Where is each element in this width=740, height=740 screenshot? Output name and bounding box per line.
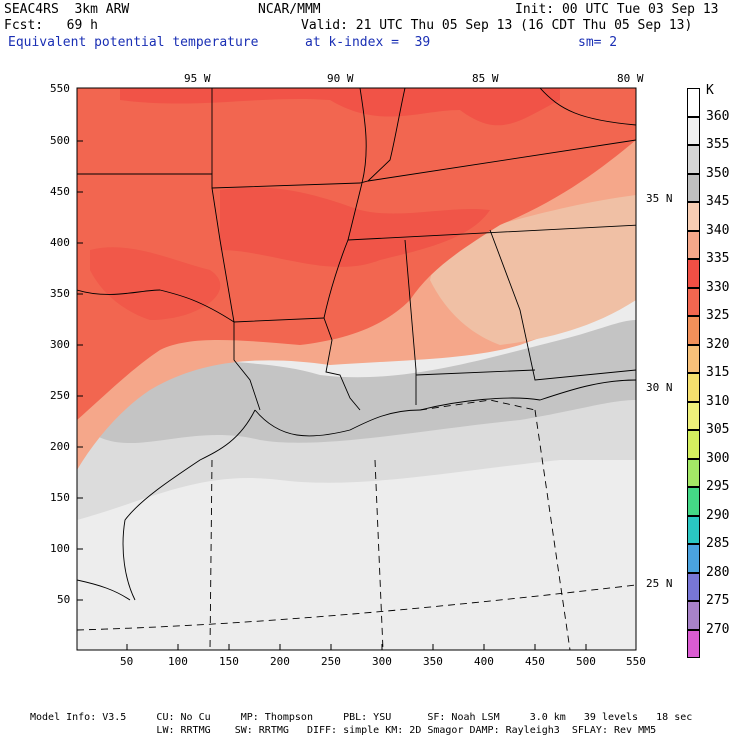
- y-tick: 550: [50, 82, 70, 95]
- y-tick: 400: [50, 236, 70, 249]
- y-tick: 300: [50, 338, 70, 351]
- legend-label: 335: [706, 251, 730, 266]
- y-tick: 100: [50, 542, 70, 555]
- field-name: Equivalent potential temperature: [8, 35, 259, 50]
- legend-label: 350: [706, 165, 730, 181]
- smoothing: sm= 2: [578, 35, 618, 50]
- x-tick: 450: [525, 655, 545, 668]
- legend-swatch: [687, 487, 700, 516]
- forecast-hour: Fcst: 69 h: [4, 18, 98, 33]
- legend-swatch: [687, 116, 700, 145]
- y-tick: 150: [50, 491, 70, 504]
- legend-label: 345: [706, 194, 730, 209]
- legend-label: 325: [706, 308, 730, 323]
- legend-label: 340: [706, 222, 730, 238]
- legend-swatch: [687, 202, 700, 231]
- y-tick: 200: [50, 440, 70, 453]
- legend-label: 310: [706, 393, 730, 409]
- legend-swatch: [687, 230, 700, 259]
- legend-swatch: [687, 344, 700, 373]
- legend-swatch: [687, 458, 700, 487]
- legend-swatch: [687, 373, 700, 402]
- lat-label-35n: 35 N: [646, 192, 673, 205]
- x-tick: 400: [474, 655, 494, 668]
- y-tick: 350: [50, 287, 70, 300]
- legend-swatch: [687, 572, 700, 601]
- legend-label: 320: [706, 336, 730, 352]
- y-tick: 250: [50, 389, 70, 402]
- legend-label: 355: [706, 137, 730, 152]
- legend-label: 270: [706, 621, 730, 637]
- legend-swatch: [687, 401, 700, 430]
- legend-swatch: [687, 145, 700, 174]
- x-tick: 550: [626, 655, 646, 668]
- legend-swatch: [687, 287, 700, 316]
- axis-ticks: [77, 140, 587, 650]
- lat-label-25n: 25 N: [646, 577, 673, 590]
- theta-e-field: [77, 88, 636, 650]
- legend-swatch: [687, 173, 700, 202]
- legend-label: 275: [706, 593, 730, 608]
- init-time: Init: 00 UTC Tue 03 Sep 13: [515, 2, 719, 17]
- legend-unit: K: [706, 83, 714, 98]
- k-index: at k-index = 39: [305, 35, 431, 50]
- lon-label-90w: 90 W: [327, 72, 354, 85]
- legend-swatch: [687, 515, 700, 544]
- x-tick: 150: [219, 655, 239, 668]
- y-tick: 500: [50, 134, 70, 147]
- legend-label: 295: [706, 479, 730, 494]
- legend-label: 360: [706, 108, 730, 124]
- legend-swatch: [687, 88, 700, 117]
- map-frame: [76, 87, 637, 651]
- legend-swatch: [687, 316, 700, 345]
- boundaries: [77, 88, 636, 601]
- legend-swatch: [687, 544, 700, 573]
- lon-label-80w: 80 W: [617, 72, 644, 85]
- org-label: NCAR/MMM: [258, 2, 321, 17]
- graticule: [77, 399, 636, 650]
- x-tick: 500: [576, 655, 596, 668]
- legend-label: 305: [706, 422, 730, 437]
- run-title: SEAC4RS 3km ARW: [4, 2, 130, 17]
- x-tick: 200: [270, 655, 290, 668]
- y-tick: 50: [57, 593, 71, 606]
- x-tick: 100: [168, 655, 188, 668]
- valid-time: Valid: 21 UTC Thu 05 Sep 13 (16 CDT Thu …: [301, 18, 693, 33]
- legend-label: 280: [706, 564, 730, 580]
- x-tick: 350: [423, 655, 443, 668]
- legend-swatch: [687, 601, 700, 630]
- legend-swatch: [687, 629, 700, 658]
- legend-swatch: [687, 430, 700, 459]
- y-tick: 450: [50, 185, 70, 198]
- model-info-line2: LW: RRTMG SW: RRTMG DIFF: simple KM: 2D …: [30, 725, 657, 736]
- legend-label: 330: [706, 279, 730, 295]
- x-tick: 300: [372, 655, 392, 668]
- lon-label-85w: 85 W: [472, 72, 499, 85]
- legend-label: 290: [706, 507, 730, 523]
- legend-label: 315: [706, 365, 730, 380]
- x-tick: 250: [321, 655, 341, 668]
- legend-swatch: [687, 259, 700, 288]
- legend-label: 300: [706, 450, 730, 466]
- lon-label-95w: 95 W: [184, 72, 211, 85]
- model-info-line1: Model Info: V3.5 CU: No Cu MP: Thompson …: [30, 712, 693, 723]
- legend-label: 285: [706, 536, 730, 551]
- x-tick: 50: [120, 655, 134, 668]
- lat-label-30n: 30 N: [646, 381, 673, 394]
